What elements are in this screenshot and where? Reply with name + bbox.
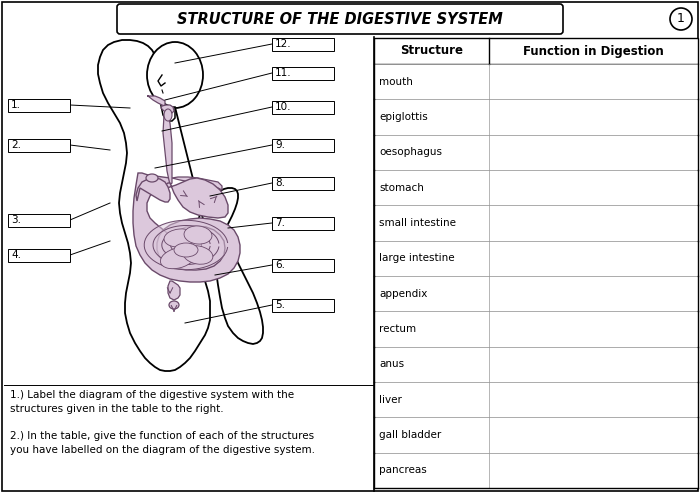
- Bar: [272, 37, 334, 50]
- Polygon shape: [153, 225, 219, 264]
- Bar: [374, 312, 698, 347]
- Text: 10.: 10.: [275, 102, 291, 112]
- Text: Function in Digestion: Function in Digestion: [523, 44, 664, 58]
- Circle shape: [670, 8, 692, 30]
- Text: 4.: 4.: [11, 250, 21, 260]
- Bar: [8, 213, 70, 226]
- Polygon shape: [168, 281, 180, 300]
- Bar: [374, 205, 698, 241]
- Ellipse shape: [169, 301, 179, 309]
- Bar: [374, 135, 698, 170]
- Bar: [374, 453, 698, 488]
- Text: small intestine: small intestine: [379, 218, 456, 228]
- Ellipse shape: [146, 174, 158, 182]
- Polygon shape: [163, 115, 172, 185]
- Ellipse shape: [183, 246, 213, 264]
- Bar: [272, 139, 334, 151]
- Text: 7.: 7.: [275, 218, 285, 228]
- Polygon shape: [160, 101, 175, 121]
- Ellipse shape: [184, 226, 212, 244]
- Bar: [8, 99, 70, 111]
- Text: 8.: 8.: [275, 178, 285, 188]
- Text: 1.) Label the diagram of the digestive system with the
structures given in the t: 1.) Label the diagram of the digestive s…: [10, 390, 294, 414]
- Text: 6.: 6.: [275, 260, 285, 270]
- Ellipse shape: [164, 229, 196, 247]
- Text: 1: 1: [677, 12, 685, 26]
- Bar: [374, 241, 698, 276]
- Ellipse shape: [147, 42, 203, 108]
- Polygon shape: [162, 231, 210, 259]
- Text: mouth: mouth: [379, 77, 413, 87]
- Polygon shape: [165, 178, 228, 218]
- Ellipse shape: [174, 243, 198, 257]
- Text: 1.: 1.: [11, 100, 21, 110]
- Polygon shape: [136, 178, 170, 202]
- Text: oesophagus: oesophagus: [379, 147, 442, 157]
- Text: rectum: rectum: [379, 324, 416, 334]
- Text: 3.: 3.: [11, 215, 21, 225]
- Bar: [272, 176, 334, 189]
- Polygon shape: [98, 40, 263, 371]
- FancyBboxPatch shape: [117, 4, 563, 34]
- Bar: [374, 418, 698, 453]
- Text: 12.: 12.: [275, 39, 292, 49]
- Text: liver: liver: [379, 395, 402, 405]
- Bar: [374, 99, 698, 135]
- Bar: [374, 64, 698, 99]
- Bar: [272, 298, 334, 312]
- Text: 2.: 2.: [11, 140, 21, 150]
- Text: pancreas: pancreas: [379, 465, 427, 475]
- Bar: [272, 216, 334, 230]
- Polygon shape: [172, 177, 222, 190]
- Text: large intestine: large intestine: [379, 253, 454, 263]
- Text: Structure: Structure: [400, 44, 463, 58]
- Text: anus: anus: [379, 359, 404, 369]
- Bar: [374, 347, 698, 382]
- Bar: [272, 258, 334, 272]
- Text: 5.: 5.: [275, 300, 285, 310]
- Ellipse shape: [164, 109, 172, 121]
- Bar: [374, 38, 698, 64]
- Text: 9.: 9.: [275, 140, 285, 150]
- Text: epiglottis: epiglottis: [379, 112, 428, 122]
- Polygon shape: [147, 96, 165, 106]
- Text: stomach: stomach: [379, 183, 424, 193]
- Ellipse shape: [160, 247, 195, 269]
- Text: 11.: 11.: [275, 68, 292, 78]
- Polygon shape: [161, 105, 174, 113]
- Polygon shape: [144, 220, 228, 270]
- Polygon shape: [133, 173, 240, 282]
- Text: appendix: appendix: [379, 289, 428, 299]
- Bar: [8, 248, 70, 261]
- Text: 2.) In the table, give the function of each of the structures
you have labelled : 2.) In the table, give the function of e…: [10, 431, 315, 455]
- Bar: [8, 139, 70, 151]
- Text: STRUCTURE OF THE DIGESTIVE SYSTEM: STRUCTURE OF THE DIGESTIVE SYSTEM: [177, 11, 503, 27]
- Bar: [374, 170, 698, 205]
- Text: gall bladder: gall bladder: [379, 430, 441, 440]
- Polygon shape: [171, 236, 202, 254]
- Bar: [272, 101, 334, 113]
- Bar: [374, 382, 698, 418]
- Bar: [374, 276, 698, 312]
- Bar: [272, 67, 334, 79]
